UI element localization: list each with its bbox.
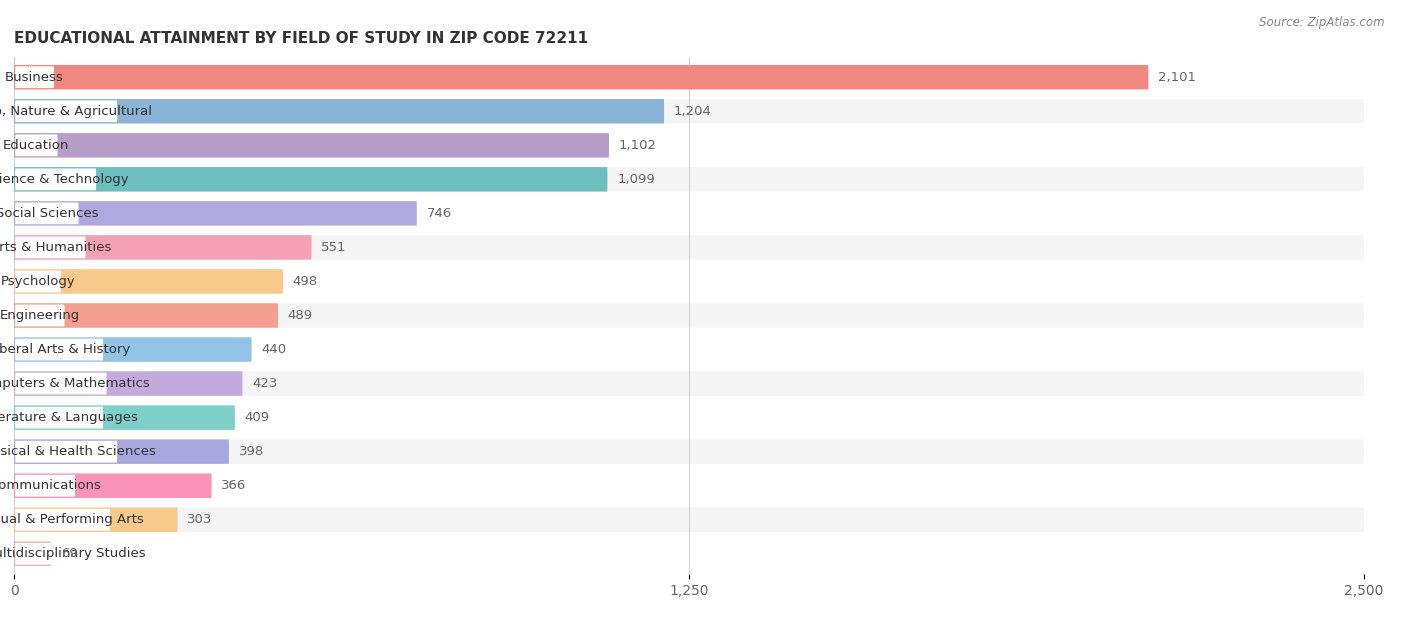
Text: 409: 409	[245, 411, 270, 424]
Text: 440: 440	[262, 343, 287, 356]
Text: 1,102: 1,102	[619, 139, 657, 152]
Text: Visual & Performing Arts: Visual & Performing Arts	[0, 513, 143, 526]
Text: 398: 398	[239, 445, 264, 458]
Text: Communications: Communications	[0, 479, 101, 492]
FancyBboxPatch shape	[14, 167, 1364, 192]
FancyBboxPatch shape	[15, 271, 60, 292]
FancyBboxPatch shape	[15, 407, 103, 428]
Text: 1,204: 1,204	[673, 105, 711, 118]
Text: Physical & Health Sciences: Physical & Health Sciences	[0, 445, 156, 458]
FancyBboxPatch shape	[14, 338, 252, 362]
FancyBboxPatch shape	[15, 134, 58, 156]
FancyBboxPatch shape	[15, 66, 53, 88]
Text: EDUCATIONAL ATTAINMENT BY FIELD OF STUDY IN ZIP CODE 72211: EDUCATIONAL ATTAINMENT BY FIELD OF STUDY…	[14, 31, 588, 46]
FancyBboxPatch shape	[14, 405, 235, 430]
Text: 1,099: 1,099	[617, 173, 655, 186]
Text: Arts & Humanities: Arts & Humanities	[0, 241, 111, 254]
Text: Science & Technology: Science & Technology	[0, 173, 128, 186]
Text: Source: ZipAtlas.com: Source: ZipAtlas.com	[1260, 16, 1385, 29]
FancyBboxPatch shape	[14, 99, 664, 124]
FancyBboxPatch shape	[14, 235, 1364, 260]
FancyBboxPatch shape	[14, 371, 1364, 396]
FancyBboxPatch shape	[14, 405, 1364, 430]
FancyBboxPatch shape	[14, 235, 312, 260]
Text: Education: Education	[3, 139, 69, 152]
Text: 746: 746	[426, 207, 451, 220]
Text: 551: 551	[321, 241, 347, 254]
FancyBboxPatch shape	[14, 541, 1364, 566]
FancyBboxPatch shape	[14, 167, 607, 192]
FancyBboxPatch shape	[15, 100, 117, 122]
FancyBboxPatch shape	[14, 338, 1364, 362]
Text: Multidisciplinary Studies: Multidisciplinary Studies	[0, 547, 146, 560]
Text: Liberal Arts & History: Liberal Arts & History	[0, 343, 131, 356]
FancyBboxPatch shape	[15, 168, 96, 190]
Text: 489: 489	[288, 309, 314, 322]
FancyBboxPatch shape	[15, 339, 103, 360]
FancyBboxPatch shape	[14, 304, 278, 327]
Text: Bio, Nature & Agricultural: Bio, Nature & Agricultural	[0, 105, 152, 118]
FancyBboxPatch shape	[15, 543, 114, 565]
FancyBboxPatch shape	[14, 65, 1149, 90]
Text: 498: 498	[292, 275, 318, 288]
FancyBboxPatch shape	[14, 201, 416, 226]
FancyBboxPatch shape	[15, 305, 65, 326]
FancyBboxPatch shape	[14, 133, 609, 158]
FancyBboxPatch shape	[15, 441, 117, 463]
FancyBboxPatch shape	[15, 475, 75, 497]
FancyBboxPatch shape	[14, 133, 1364, 158]
Text: Engineering: Engineering	[0, 309, 80, 322]
Text: 2,101: 2,101	[1159, 71, 1197, 84]
FancyBboxPatch shape	[14, 507, 1364, 532]
FancyBboxPatch shape	[14, 541, 51, 566]
FancyBboxPatch shape	[15, 203, 79, 224]
Text: 423: 423	[252, 377, 277, 390]
FancyBboxPatch shape	[14, 473, 212, 498]
Text: Literature & Languages: Literature & Languages	[0, 411, 138, 424]
FancyBboxPatch shape	[14, 304, 1364, 327]
FancyBboxPatch shape	[14, 99, 1364, 124]
Text: 303: 303	[187, 513, 212, 526]
FancyBboxPatch shape	[14, 439, 1364, 464]
FancyBboxPatch shape	[14, 269, 1364, 293]
FancyBboxPatch shape	[15, 237, 86, 258]
Text: Computers & Mathematics: Computers & Mathematics	[0, 377, 150, 390]
Text: Psychology: Psychology	[1, 275, 76, 288]
FancyBboxPatch shape	[15, 509, 110, 531]
FancyBboxPatch shape	[14, 439, 229, 464]
Text: Business: Business	[6, 71, 63, 84]
FancyBboxPatch shape	[14, 269, 283, 293]
FancyBboxPatch shape	[14, 65, 1364, 90]
FancyBboxPatch shape	[15, 373, 107, 394]
FancyBboxPatch shape	[14, 473, 1364, 498]
FancyBboxPatch shape	[14, 201, 1364, 226]
Text: 69: 69	[60, 547, 77, 560]
FancyBboxPatch shape	[14, 507, 177, 532]
Text: Social Sciences: Social Sciences	[0, 207, 98, 220]
FancyBboxPatch shape	[14, 371, 242, 396]
Text: 366: 366	[221, 479, 246, 492]
